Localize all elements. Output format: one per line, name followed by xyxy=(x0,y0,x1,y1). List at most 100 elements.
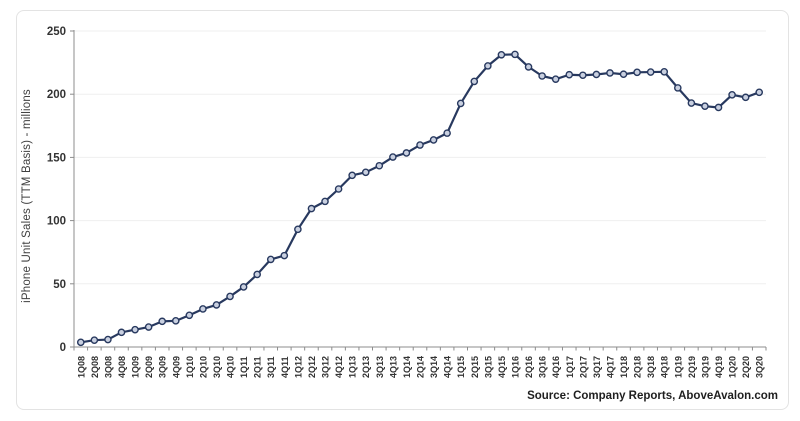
data-point-marker xyxy=(497,50,506,59)
x-tick-label: 4Q13 xyxy=(388,356,398,378)
data-point-marker xyxy=(402,149,411,157)
x-tick-label: 2Q14 xyxy=(416,356,426,378)
y-tick-label: 0 xyxy=(60,342,66,354)
x-tick-label: 3Q18 xyxy=(646,356,656,378)
x-tick-label: 4Q14 xyxy=(443,356,453,378)
x-tick-label: 1Q20 xyxy=(728,356,738,378)
data-point-marker xyxy=(416,141,424,149)
data-point-marker xyxy=(606,69,614,77)
data-point-marker xyxy=(144,323,153,331)
y-tick-label: 150 xyxy=(47,152,66,164)
x-tick-label: 4Q18 xyxy=(660,356,670,378)
x-tick-label: 3Q16 xyxy=(538,356,548,378)
y-tick-label: 250 xyxy=(47,26,66,38)
x-tick-label: 1Q15 xyxy=(456,356,466,378)
data-point-marker xyxy=(375,161,384,170)
y-tick-label: 200 xyxy=(47,89,66,101)
x-tick-label: 3Q10 xyxy=(212,356,222,378)
data-point-marker xyxy=(592,70,601,79)
x-tick-label: 2Q17 xyxy=(578,356,588,378)
x-tick-label: 1Q08 xyxy=(76,356,86,378)
data-point-marker xyxy=(701,102,709,111)
data-point-marker xyxy=(76,338,85,347)
y-tick-label: 100 xyxy=(47,216,66,228)
data-point-marker xyxy=(565,70,574,79)
x-tick-label: 3Q09 xyxy=(158,356,168,378)
x-tick-label: 1Q16 xyxy=(510,356,520,378)
data-point-marker xyxy=(551,75,560,83)
data-point-marker xyxy=(199,305,207,313)
x-tick-label: 2Q09 xyxy=(144,356,154,378)
x-tick-label: 4Q16 xyxy=(551,356,561,378)
data-point-marker xyxy=(90,336,99,344)
x-tick-label: 2Q16 xyxy=(524,356,534,378)
x-tick-label: 2Q18 xyxy=(633,356,643,378)
x-tick-label: 2Q13 xyxy=(361,356,371,378)
data-point-marker xyxy=(755,88,764,97)
x-tick-label: 2Q10 xyxy=(198,356,208,378)
x-tick-label: 2Q11 xyxy=(253,356,263,378)
x-tick-label: 3Q08 xyxy=(103,356,113,378)
data-point-marker xyxy=(511,50,519,59)
x-tick-label: 3Q15 xyxy=(483,356,493,378)
data-point-marker xyxy=(538,72,546,80)
x-tick-label: 4Q17 xyxy=(605,356,615,378)
data-point-marker xyxy=(361,168,370,177)
x-tick-label: 2Q15 xyxy=(470,356,480,378)
x-tick-label: 2Q08 xyxy=(90,356,100,378)
data-point-marker xyxy=(687,99,696,107)
data-point-marker xyxy=(294,225,302,234)
x-tick-label: 3Q14 xyxy=(429,356,439,378)
x-tick-label: 1Q19 xyxy=(673,356,683,378)
x-tick-label: 1Q12 xyxy=(293,356,303,378)
x-tick-label: 2Q20 xyxy=(741,356,751,378)
data-point-marker xyxy=(484,62,492,70)
x-tick-label: 4Q15 xyxy=(497,356,507,378)
x-tick-label: 3Q17 xyxy=(592,356,602,378)
data-point-marker xyxy=(728,91,736,99)
source-attribution: Source: Company Reports, AboveAvalon.com xyxy=(527,390,778,402)
x-tick-label: 1Q09 xyxy=(131,356,141,378)
data-point-marker xyxy=(266,255,275,264)
data-point-marker xyxy=(674,84,682,92)
data-point-marker xyxy=(131,325,139,334)
x-tick-label: 4Q11 xyxy=(280,356,290,378)
x-tick-label: 1Q17 xyxy=(565,356,575,378)
data-point-marker xyxy=(334,185,343,193)
data-point-marker xyxy=(429,136,438,144)
data-point-marker xyxy=(579,71,587,80)
data-point-marker xyxy=(741,93,750,102)
y-tick-label: 50 xyxy=(53,279,66,291)
data-point-marker xyxy=(633,68,641,77)
data-point-marker xyxy=(104,335,112,344)
x-tick-label: 4Q08 xyxy=(117,356,127,378)
x-tick-label: 3Q19 xyxy=(700,356,710,378)
x-tick-label: 3Q11 xyxy=(266,356,276,378)
data-point-marker xyxy=(321,197,329,206)
data-point-marker xyxy=(470,77,479,86)
data-point-marker xyxy=(226,292,234,301)
x-tick-label: 1Q13 xyxy=(348,356,358,378)
data-point-marker xyxy=(212,301,221,309)
data-point-marker xyxy=(619,70,628,79)
x-tick-label: 4Q12 xyxy=(334,356,344,378)
x-tick-label: 4Q10 xyxy=(226,356,236,378)
data-point-marker xyxy=(185,311,194,320)
x-tick-label: 1Q18 xyxy=(619,356,629,378)
data-point-marker xyxy=(253,270,261,279)
data-point-marker xyxy=(239,283,248,291)
x-tick-label: 3Q12 xyxy=(321,356,331,378)
chart-card xyxy=(16,10,789,410)
x-tick-label: 2Q19 xyxy=(687,356,697,378)
data-point-marker xyxy=(280,251,289,260)
x-tick-label: 1Q11 xyxy=(239,356,249,378)
data-point-marker xyxy=(307,204,316,213)
x-tick-label: 3Q20 xyxy=(755,356,765,378)
sales-line xyxy=(79,53,761,344)
data-point-marker xyxy=(660,68,669,76)
data-point-marker xyxy=(456,99,465,108)
data-point-marker xyxy=(117,328,126,337)
data-point-marker xyxy=(524,63,533,71)
